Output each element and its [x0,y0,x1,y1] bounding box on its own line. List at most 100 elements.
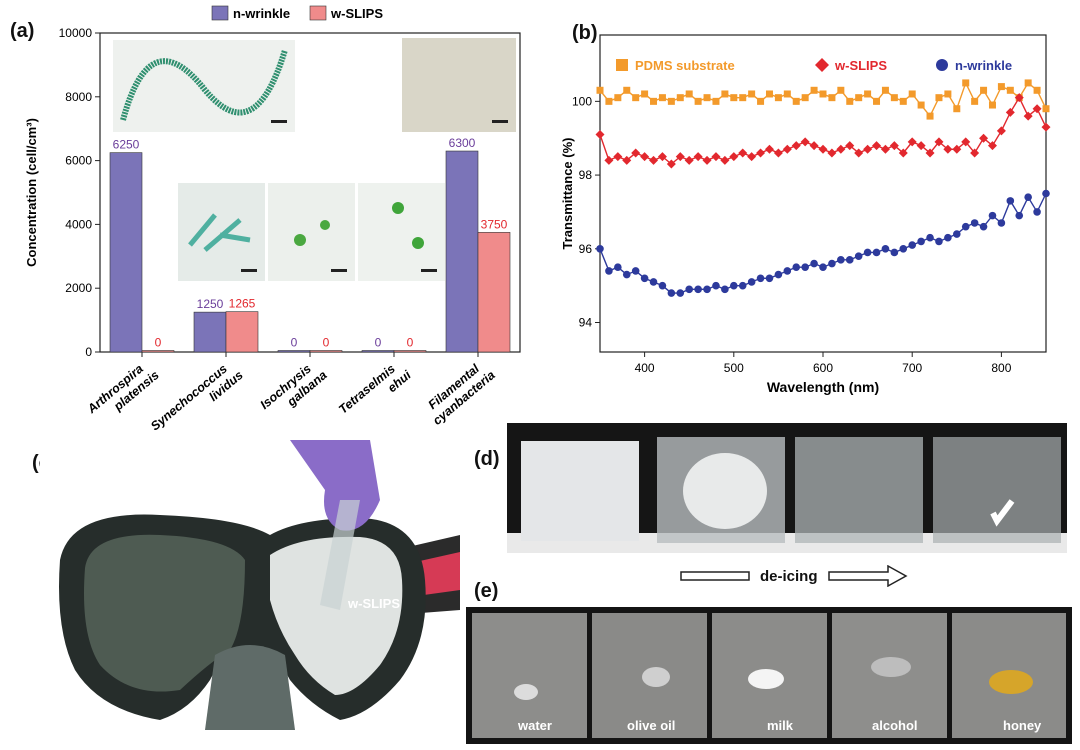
y-tick-label: 8000 [65,90,92,104]
deicing-photo-strip [507,423,1067,553]
panel-a-label: (a) [10,20,35,42]
x-tick-label: 500 [724,361,744,375]
data-point [623,86,631,94]
bar-value-label: 0 [407,336,414,350]
data-point [658,94,666,102]
data-point [640,152,650,162]
liquid-label-alcohol: alcohol [872,718,918,733]
data-point [997,83,1005,91]
data-point [1023,111,1033,121]
data-point [953,105,961,113]
data-point [685,285,693,294]
data-point [971,97,979,105]
data-point [880,144,890,154]
data-point [613,152,623,162]
arrow-right-icon [827,565,908,587]
x-tick-label: 400 [635,361,655,375]
legend-label: w-SLIPS [330,6,383,21]
scale-bar [492,120,508,123]
bar-n-wrinkle [445,150,479,353]
data-point [855,94,863,102]
x-category-label: Isochrysisgalbana [258,356,330,423]
data-point [935,94,943,102]
bar-value-label: 0 [375,336,382,350]
data-point [864,90,872,98]
data-point [747,152,757,162]
bar-n-wrinkle [361,350,395,353]
data-point [773,148,783,158]
y-tick-label: 4000 [65,217,92,231]
panel-e-label: (e) [474,580,499,602]
arrow-left-segment-icon [680,571,750,581]
data-point [720,155,730,165]
data-point [730,94,738,102]
data-point [970,148,980,158]
deicing-illustration [507,423,1067,553]
data-point [970,219,979,227]
data-point [1032,104,1042,114]
legend-swatch [309,5,327,21]
legend-marker [616,59,628,71]
bar-value-label: 6250 [113,138,140,152]
scale-bar [271,120,287,123]
cell [320,220,330,230]
data-point [890,94,898,102]
x-axis-label: Wavelength (nm) [767,379,879,395]
data-point [962,79,970,87]
scale-bar [241,269,257,272]
y-tick-label: 10000 [59,26,93,40]
data-point [721,90,729,98]
data-point [988,211,997,220]
data-point [944,90,952,98]
data-point [819,90,827,98]
bar-w-slips [477,232,511,353]
data-point [649,155,659,165]
micrograph-isochrysis [268,183,355,281]
data-point [747,278,756,286]
data-point [675,152,685,162]
y-tick-label: 0 [85,345,92,359]
y-tick-label: 2000 [65,281,92,295]
data-point [721,285,729,294]
data-point [881,86,889,94]
data-point [748,90,756,98]
y-tick-label: 94 [579,316,593,330]
data-point [604,155,614,165]
data-point [944,233,952,242]
data-point [1006,197,1015,205]
data-point [1042,105,1050,113]
series-line-n-wrinkle [599,193,1047,294]
data-point [792,263,801,272]
y-axis-label: Concentration (cell/cm³) [24,118,39,267]
data-point [854,148,864,158]
data-point [980,86,988,94]
data-point [595,130,605,140]
micrograph-filamental [402,38,516,132]
data-point [756,148,766,158]
liquid-label-honey: honey [1003,718,1042,733]
data-point [908,241,916,249]
liquid-label-milk: milk [767,718,794,733]
legend-label: PDMS substrate [635,58,735,73]
plot-frame [599,34,1047,353]
bar-n-wrinkle [109,152,143,353]
data-point [943,144,953,154]
data-point [809,141,819,151]
line-chart-transmittance: 94 96 98 100 400 500 600 700 800 Wavelength (nm) T… [560,34,1051,395]
cell [412,237,424,249]
data-point [685,90,693,98]
data-point [738,281,747,290]
x-tick-label: 700 [902,361,922,375]
data-point [961,222,970,231]
data-point [935,237,943,246]
legend-label: w-SLIPS [834,58,887,73]
data-point [837,86,845,94]
data-point [684,155,694,165]
bar-value-label: 0 [155,336,162,350]
data-point [837,256,845,264]
data-point [916,141,926,151]
x-category-label: Synechococcuslividus [148,356,246,430]
data-point [792,97,800,105]
data-point [899,97,907,105]
data-point [631,148,641,158]
